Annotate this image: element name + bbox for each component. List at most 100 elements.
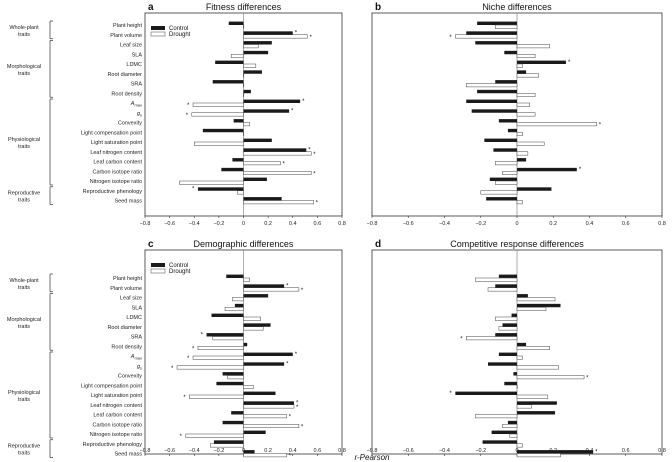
drought-bar	[516, 63, 523, 68]
x-tick-label: −0.8	[367, 448, 378, 454]
trait-label: Carbon isotope ratio	[92, 422, 142, 428]
control-bar	[498, 274, 517, 278]
control-bar	[222, 420, 244, 425]
trait-label: Plant volume	[110, 33, 142, 39]
group-label: Reproductive	[8, 191, 40, 197]
drought-bar	[516, 73, 539, 78]
trait-label: Light saturation point	[91, 393, 143, 399]
control-bar	[233, 119, 244, 123]
group-label: traits	[18, 285, 30, 291]
x-tick-label: 0.8	[658, 221, 666, 227]
trait-label: SRA	[131, 335, 143, 341]
drought-bar	[516, 453, 561, 458]
control-bar	[504, 50, 517, 55]
drought-bar	[243, 34, 308, 39]
control-bar	[513, 372, 517, 376]
drought-bar	[516, 54, 536, 58]
control-bar	[517, 158, 527, 162]
control-bar	[511, 313, 517, 317]
control-bar	[243, 323, 271, 327]
trait-label: SLA	[132, 52, 143, 58]
control-bar	[477, 21, 517, 25]
drought-bar	[516, 443, 523, 448]
control-bar	[215, 60, 244, 64]
group-label: Morphological	[7, 64, 41, 70]
x-tick-label: −0.8	[367, 221, 378, 227]
control-bar	[507, 420, 517, 425]
x-tick-label: −0.2	[475, 448, 486, 454]
drought-bar	[516, 93, 536, 97]
trait-label: Convexity	[118, 121, 142, 127]
drought-bar	[480, 190, 518, 195]
drought-bar	[243, 63, 257, 68]
legend-label-control: Control	[169, 26, 188, 32]
x-tick-label: −0.2	[213, 221, 224, 227]
drought-bar	[466, 336, 518, 341]
control-bar	[243, 362, 285, 366]
trait-label: Carbon isotope ratio	[92, 169, 142, 175]
significance-star: *	[301, 288, 304, 294]
control-bar	[211, 313, 244, 317]
control-bar	[498, 119, 517, 123]
control-bar	[502, 323, 517, 327]
significance-star: *	[579, 167, 582, 173]
drought-bar	[516, 44, 550, 49]
x-tick-label: 0.2	[264, 221, 272, 227]
drought-bar	[212, 336, 244, 341]
x-tick-label: 0.2	[264, 448, 272, 454]
drought-bar	[516, 102, 530, 107]
trait-label: Leaf carbon content	[93, 413, 142, 419]
drought-bar	[243, 122, 250, 127]
drought-bar	[210, 443, 244, 448]
x-tick-label: 0.2	[549, 221, 557, 227]
control-bar	[517, 342, 527, 347]
control-bar	[491, 430, 517, 434]
x-tick-label: 0.6	[314, 221, 322, 227]
significance-star: *	[201, 332, 204, 338]
panel-letter: a	[148, 2, 154, 13]
group-label: traits	[18, 32, 30, 38]
significance-star: *	[313, 152, 316, 158]
panel-title: Demographic differences	[194, 239, 294, 249]
x-axis-label: r-Pearson	[355, 453, 391, 462]
significance-star: *	[308, 148, 311, 154]
trait-label: SLA	[132, 305, 143, 311]
drought-bar	[516, 141, 545, 146]
control-bar	[493, 148, 517, 152]
significance-star: *	[187, 103, 190, 109]
drought-bar	[197, 346, 244, 350]
drought-bar	[516, 297, 556, 302]
drought-bar	[194, 141, 244, 146]
trait-label: Leaf nitrogen content	[90, 403, 142, 409]
control-bar	[495, 333, 517, 337]
drought-bar	[516, 365, 559, 370]
control-bar	[466, 31, 517, 35]
control-bar	[466, 99, 517, 103]
significance-star: *	[192, 187, 195, 193]
x-tick-label: 0.8	[658, 448, 666, 454]
x-tick-label: 0.8	[338, 448, 346, 454]
x-tick-label: 0.8	[338, 221, 346, 227]
drought-bar	[516, 122, 597, 127]
trait-label: Reproductive phenology	[83, 442, 143, 448]
significance-star: *	[568, 60, 571, 66]
control-bar	[243, 109, 290, 113]
control-bar	[243, 197, 282, 201]
drought-bar	[475, 277, 518, 282]
trait-label: Plant volume	[110, 286, 142, 292]
trait-label: Nitrogen isotope ratio	[90, 179, 142, 185]
drought-bar	[243, 200, 314, 205]
trait-label: gs	[137, 364, 142, 371]
significance-star: *	[289, 415, 292, 421]
trait-label: Amax	[130, 101, 142, 108]
drought-bar	[455, 34, 518, 39]
panel-letter: d	[375, 239, 381, 250]
drought-bar	[487, 287, 518, 292]
control-bar	[495, 284, 517, 288]
x-tick-label: −0.2	[213, 448, 224, 454]
x-tick-label: −0.6	[164, 221, 175, 227]
control-bar	[517, 303, 561, 308]
control-bar	[243, 352, 293, 356]
x-tick-label: −0.2	[475, 221, 486, 227]
drought-bar	[230, 54, 244, 58]
